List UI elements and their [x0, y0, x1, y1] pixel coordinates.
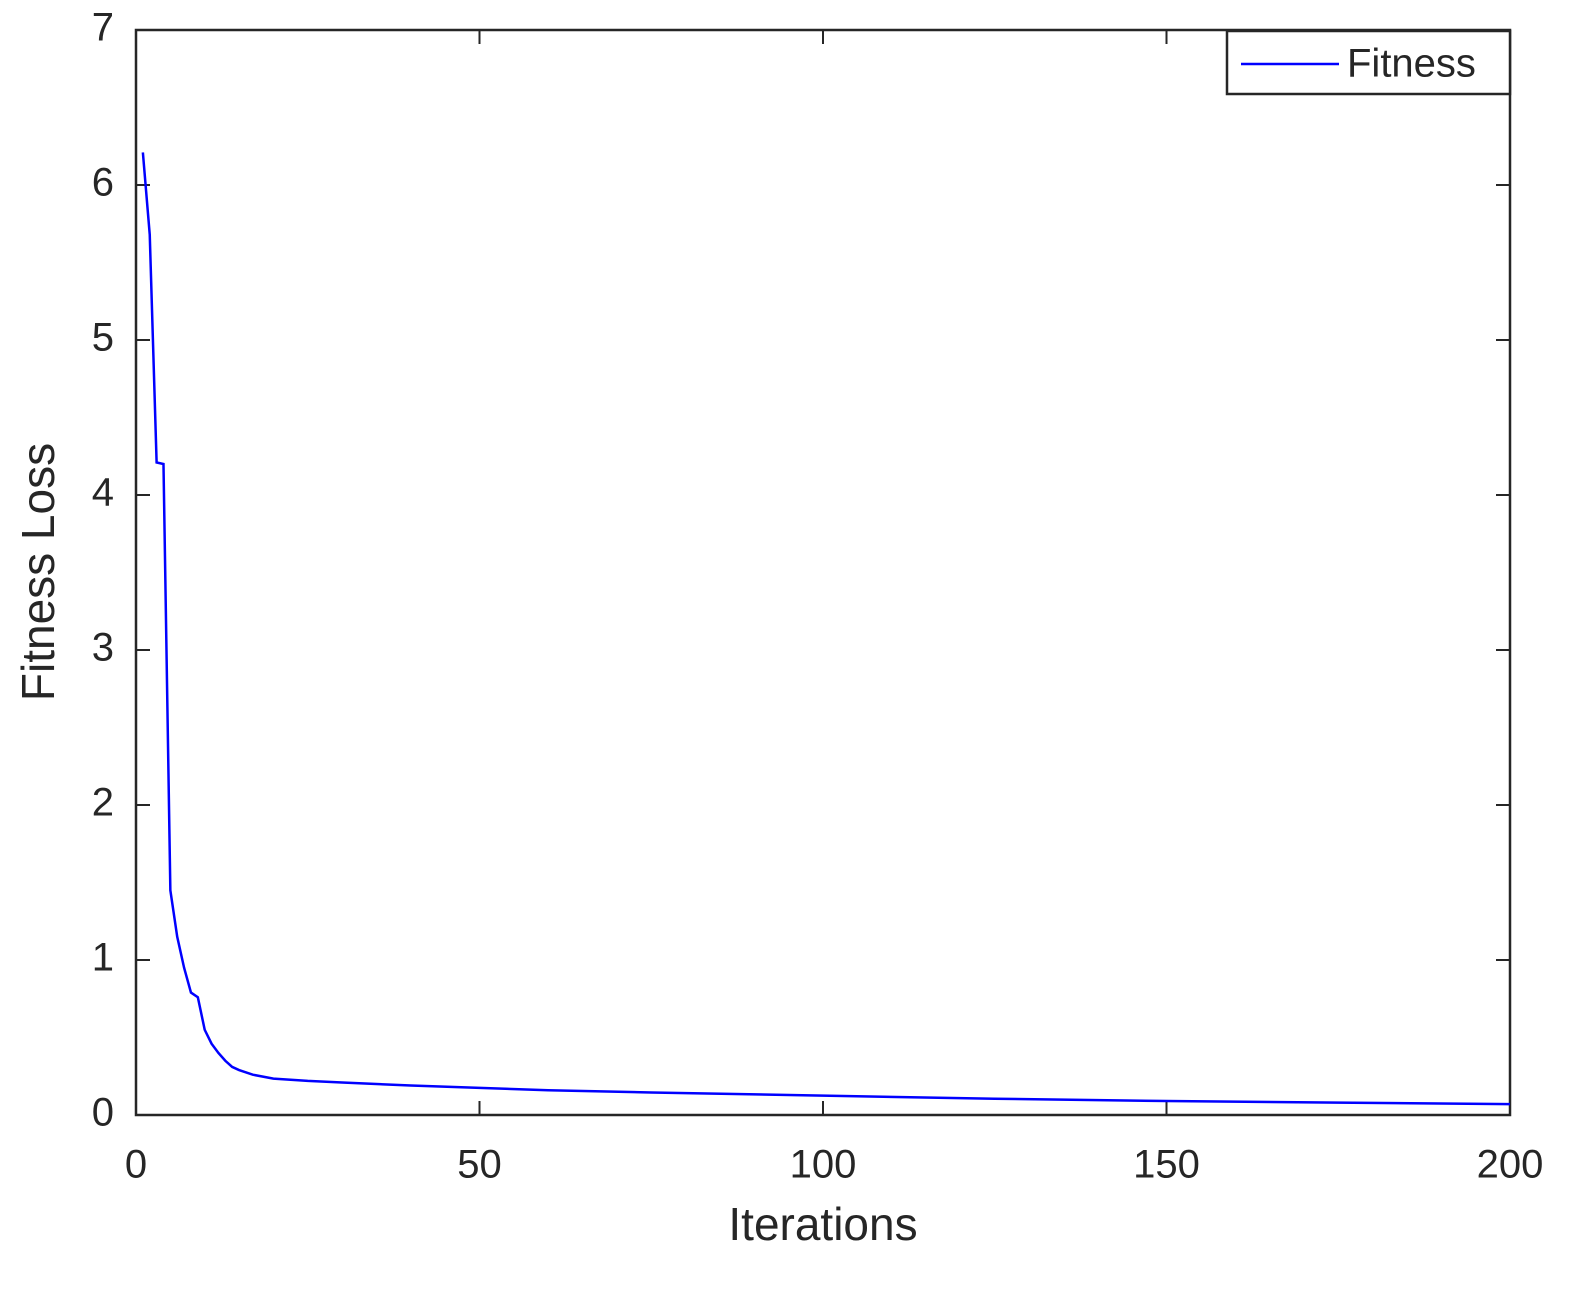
plot-frame: [134, 28, 1512, 1117]
x-tick-label: 150: [1133, 1143, 1200, 1187]
y-tick-label: 1: [92, 936, 114, 980]
y-tick-label: 5: [92, 316, 114, 360]
legend-box: [1225, 29, 1512, 96]
y-tick-label: 6: [92, 161, 114, 205]
y-tick-label: 0: [92, 1091, 114, 1135]
x-tick-label: 100: [790, 1143, 857, 1187]
legend-label: Fitness: [1347, 42, 1476, 86]
x-tick-label: 200: [1477, 1143, 1544, 1187]
y-tick-label: 7: [92, 6, 114, 50]
y-tick-label: 3: [92, 626, 114, 670]
y-tick-label: 4: [92, 471, 114, 515]
x-axis-label: Iterations: [728, 1198, 917, 1250]
y-axis-label: Fitness Loss: [12, 443, 64, 701]
x-tick-label: 50: [457, 1143, 502, 1187]
data-line: [141, 152, 1511, 1106]
y-tick-label: 2: [92, 781, 114, 825]
x-tick-label: 0: [125, 1143, 147, 1187]
